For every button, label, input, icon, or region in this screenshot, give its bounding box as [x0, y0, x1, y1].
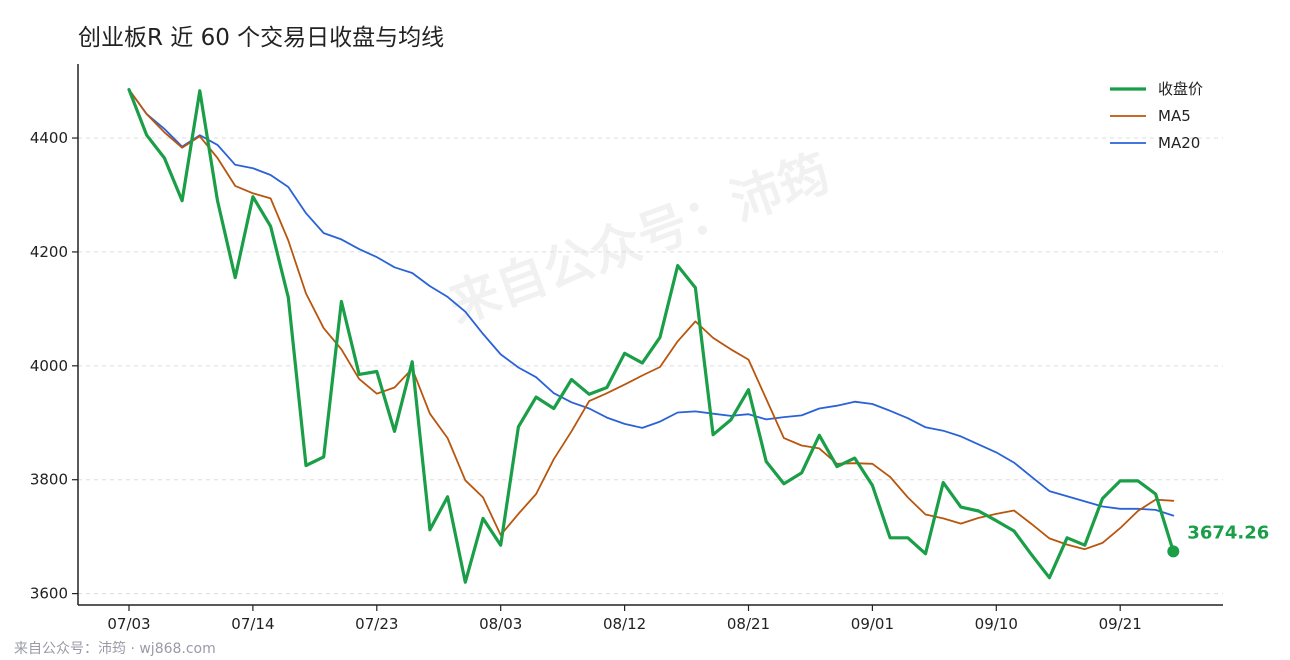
x-tick-label: 09/10	[975, 615, 1018, 633]
last-close-marker	[1167, 545, 1180, 558]
x-tick-label: 09/21	[1099, 615, 1142, 633]
y-tick-label: 4200	[30, 243, 68, 261]
y-tick-label: 3600	[30, 585, 68, 603]
x-tick-label: 07/03	[107, 615, 150, 633]
x-axis: 07/03 07/14 07/23 08/03 08/12 08/21 09/01 09/10…	[107, 605, 1142, 633]
legend-label: 收盘价	[1158, 80, 1203, 98]
legend-label: MA20	[1158, 134, 1200, 152]
series-layer	[127, 87, 1175, 584]
x-tick-label: 09/01	[851, 615, 894, 633]
y-tick-label: 3800	[30, 471, 68, 489]
x-tick-label: 08/21	[727, 615, 770, 633]
x-tick-label: 07/14	[231, 615, 274, 633]
x-tick-label: 07/23	[355, 615, 398, 633]
axes	[77, 64, 1223, 606]
y-axis: 3600 3800 4000 4200 4400	[30, 129, 78, 603]
watermark: 来自公众号：沛筠	[441, 143, 837, 334]
last-close-label: 3674.26	[1187, 522, 1269, 543]
series-line-1	[128, 88, 1175, 551]
y-tick-label: 4400	[30, 129, 68, 147]
y-tick-label: 4000	[30, 357, 68, 375]
x-tick-label: 08/03	[479, 615, 522, 633]
legend-label: MA5	[1158, 107, 1191, 125]
series-line-2	[128, 88, 1175, 517]
series-line-0	[127, 87, 1175, 584]
grid	[78, 137, 1223, 595]
footer-credit: 来自公众号：沛筠 · wj868.com	[14, 640, 216, 657]
chart-title: 创业板R 近 60 个交易日收盘与均线	[78, 25, 444, 51]
x-tick-label: 08/12	[603, 615, 646, 633]
legend: 收盘价 MA5 MA20	[1110, 80, 1203, 152]
